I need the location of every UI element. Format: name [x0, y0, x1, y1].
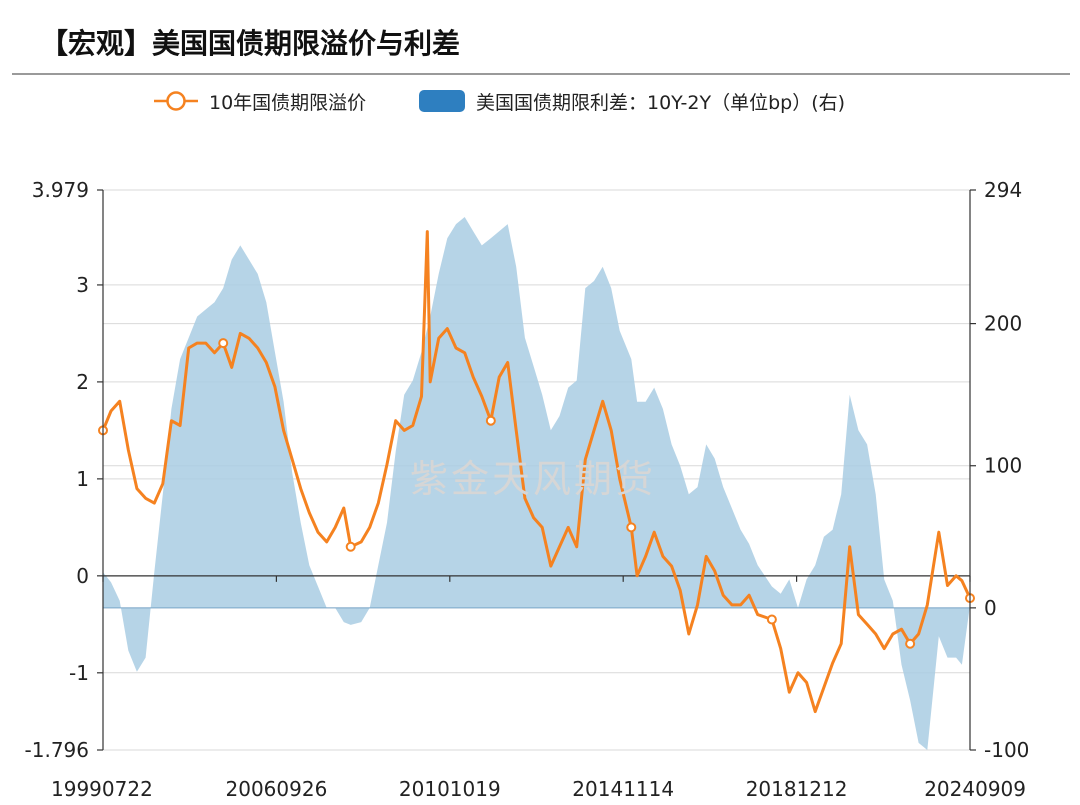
legend-label-term-premium: 10年国债期限溢价	[209, 91, 367, 114]
x-tick-label-3: 20141114	[572, 777, 674, 801]
term-premium-point-78	[766, 614, 777, 625]
left-tick-label-1: 3	[76, 273, 89, 297]
title-divider	[12, 73, 1070, 75]
term-premium-point-46	[485, 415, 496, 426]
right-tick-label-2: 100	[984, 454, 1022, 478]
legend-area-swatch-icon	[419, 90, 465, 112]
term-premium-point-29	[345, 541, 356, 552]
left-tick-label-3: 1	[76, 467, 89, 491]
legend-item-term-premium[interactable]: 10年国债期限溢价	[153, 86, 366, 116]
right-tick-label-3: 0	[984, 596, 997, 620]
chart-legend: 10年国债期限溢价 美国国债期限利差：10Y-2Y（单位bp）(右)	[0, 86, 1080, 116]
legend-line-marker-icon	[154, 91, 198, 111]
x-tick-label-2: 20101019	[399, 777, 501, 801]
left-tick-label-5: -1	[69, 661, 89, 685]
x-tick-label-0: 19990722	[51, 777, 153, 801]
term-premium-point-94	[905, 638, 916, 649]
right-tick-label-4: -100	[984, 738, 1029, 762]
left-tick-label-4: 0	[76, 564, 89, 588]
chart-title: 【宏观】美国国债期限溢价与利差	[40, 27, 461, 60]
x-tick-label-1: 20060926	[226, 777, 328, 801]
left-tick-label-0: 3.979	[32, 178, 89, 202]
x-tick-label-4: 20181212	[746, 777, 848, 801]
spread-area-series	[103, 217, 970, 750]
term-premium-point-14	[218, 338, 229, 349]
right-tick-label-0: 294	[984, 178, 1022, 202]
legend-item-term-spread[interactable]: 美国国债期限利差：10Y-2Y（单位bp）(右)	[418, 86, 845, 116]
left-tick-label-2: 2	[76, 370, 89, 394]
legend-label-term-spread: 美国国债期限利差：10Y-2Y（单位bp）(右)	[476, 91, 846, 114]
watermark-text: 紫金天风期货	[410, 457, 657, 501]
left-tick-label-6: -1.796	[25, 738, 89, 762]
term-premium-point-62	[626, 522, 637, 533]
right-tick-label-1: 200	[984, 312, 1022, 336]
x-tick-label-5: 20240909	[924, 777, 1026, 801]
term-premium-line	[101, 230, 972, 714]
